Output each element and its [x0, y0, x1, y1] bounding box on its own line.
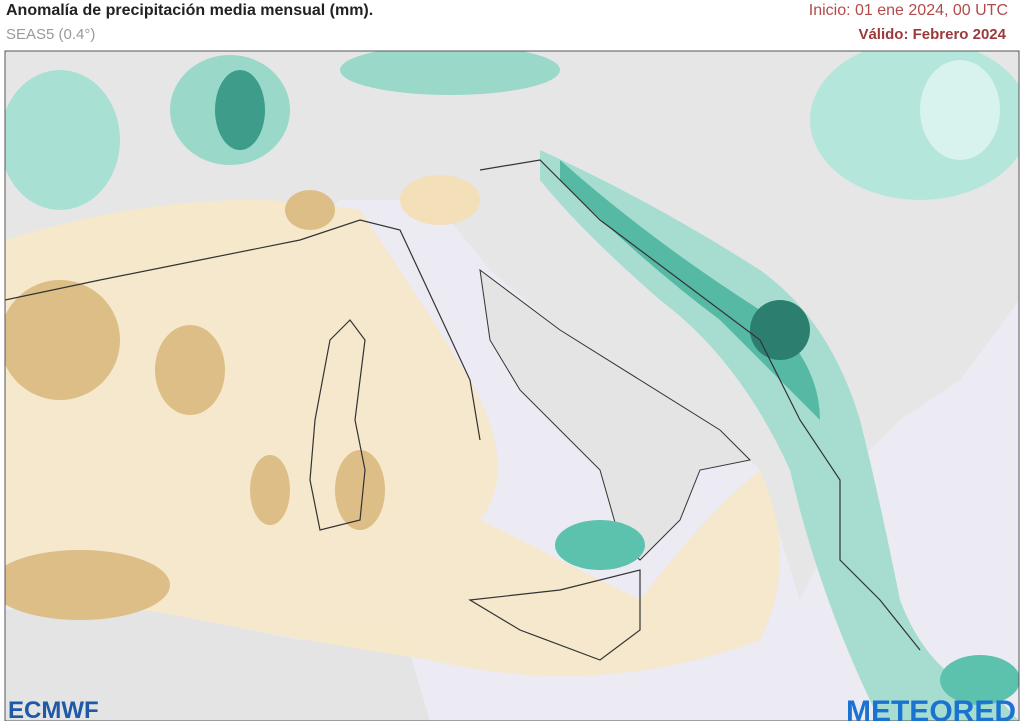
init-date: Inicio: 01 ene 2024, 00 UTC [808, 2, 1008, 19]
coastline [309, 319, 366, 531]
dry-strong [250, 455, 290, 525]
land-africa [5, 600, 430, 721]
land-north [5, 51, 1019, 600]
wet-strong [750, 300, 810, 360]
title: Anomalía de precipitación media mensual … [6, 2, 374, 19]
model: SEAS5 (0.4°) [6, 26, 96, 43]
wet-medium [555, 520, 645, 570]
valid-date: Válido: Febrero 2024 [858, 26, 1006, 43]
land-italy [479, 268, 752, 561]
dry-strong [335, 450, 385, 530]
wet-anomaly [540, 150, 1019, 721]
wet-weak [920, 60, 1000, 160]
dry-strong [5, 550, 170, 620]
wet-medium [560, 160, 820, 420]
wet-anomaly [340, 51, 560, 95]
dry-strong [285, 190, 335, 230]
coastline [479, 159, 921, 651]
dry-strong [155, 325, 225, 415]
meteored-logo: METEORED [846, 695, 1016, 721]
wet-strong [215, 70, 265, 150]
dry-anomaly [5, 200, 780, 676]
coastline [5, 219, 481, 441]
map-layers [5, 51, 1019, 721]
ecmwf-logo: ECMWF [8, 697, 99, 721]
coastline [468, 569, 641, 661]
dry-strong [5, 280, 120, 400]
wet-medium [940, 655, 1019, 705]
dry-anomaly [400, 175, 480, 225]
map-border [4, 50, 1020, 721]
wet-anomaly [5, 70, 120, 210]
